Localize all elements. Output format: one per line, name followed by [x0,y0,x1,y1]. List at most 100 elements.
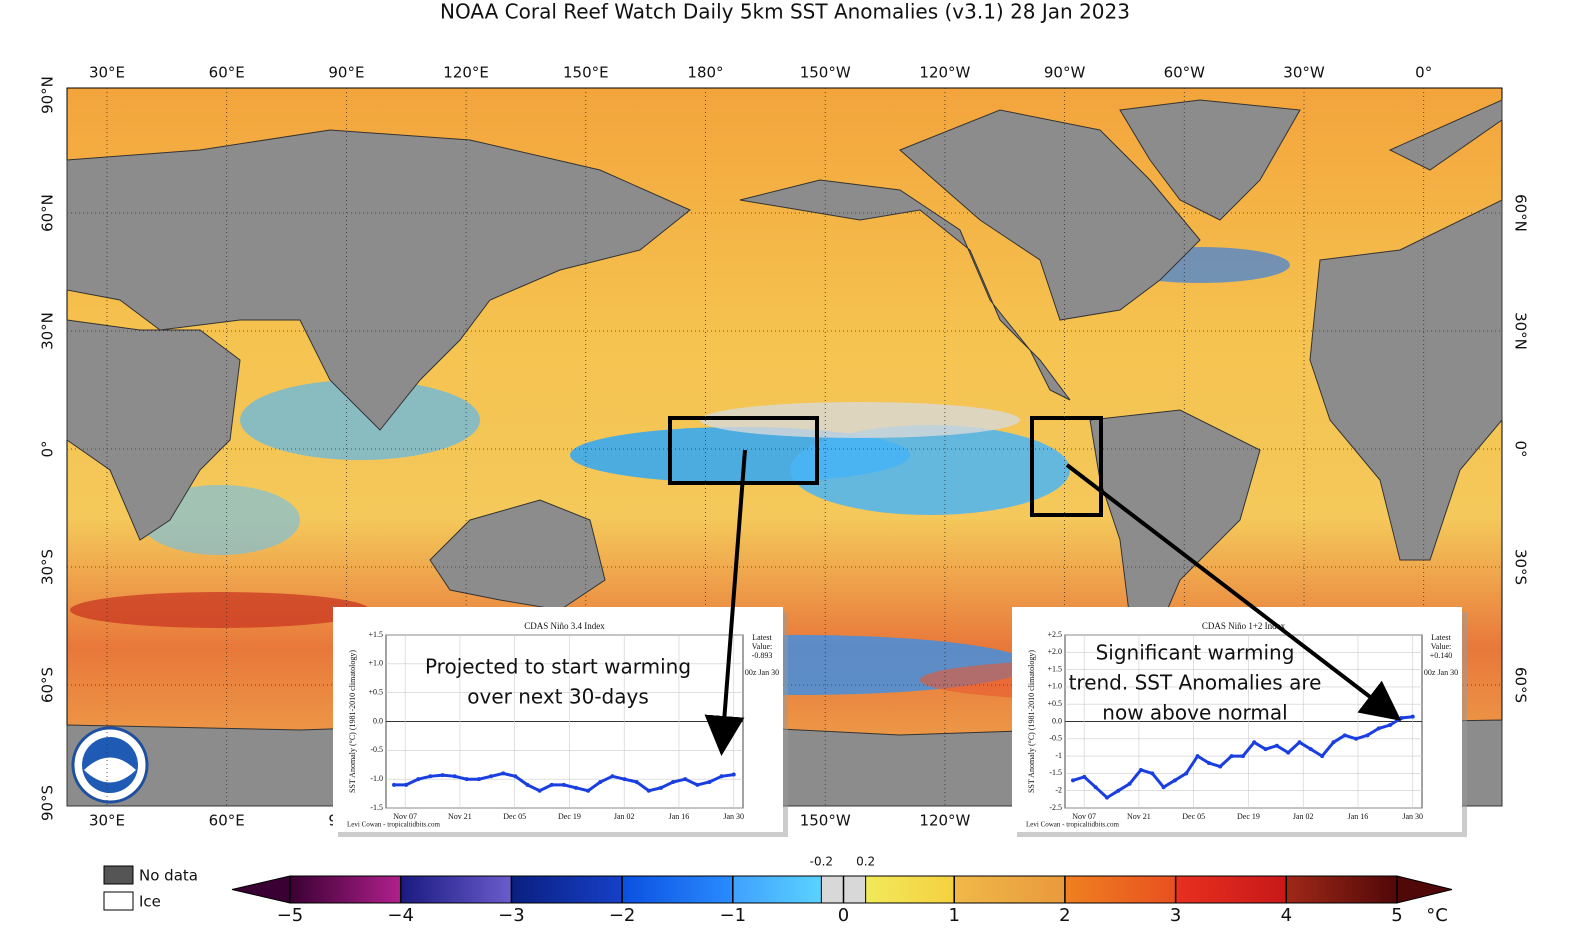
annotation: Projected to start warming [425,655,691,679]
lon-label: 120°W [919,64,970,82]
legend-label: Ice [139,893,161,911]
lon-label: 150°W [800,812,851,830]
lon-label: 60°W [1164,64,1206,82]
x-tick-label: Jan 30 [723,812,744,821]
index-point [452,774,457,779]
colorbar-segment [290,876,401,903]
index-point [1263,747,1268,752]
colorbar-tick-label: 3 [1170,905,1181,926]
annotation: over next 30-days [467,685,649,709]
credit: Levi Cowan - tropicaltidbits.com [347,821,440,829]
index-point [476,777,481,782]
index-point [1138,767,1143,772]
index-point [1240,754,1245,759]
index-point [1252,740,1257,745]
lat-label: 90°N [39,76,57,114]
lat-label: 30°S [39,549,57,585]
x-tick-label: Nov 21 [1127,812,1151,821]
colorbar-tick-label: −1 [720,905,747,926]
index-point [1195,754,1200,759]
colorbar-tick-label: −2 [609,905,636,926]
colorbar: −5 −4 −3 −2 −1 0 1 2 3 4 5 -0.2 0.2 °C [231,855,1453,926]
lon-label: 60°E [209,64,245,82]
lon-label: 150°E [563,64,609,82]
index-point [1071,778,1075,783]
index-point [1127,781,1132,786]
lat-label: 30°S [1512,549,1530,585]
lat-label: 0° [1512,440,1530,457]
lon-label: 30°W [1283,64,1325,82]
inset-chart: CDAS Niño 3.4 Index +1.5 +1.0 +0.5 0.0 -0.5 -1… [333,607,788,837]
index-point [1172,778,1177,783]
colorbar-unit: °C [1426,905,1448,926]
index-point [501,771,506,776]
colorbar-tick-label: −3 [498,905,525,926]
y-tick-label: -1 [1055,751,1062,760]
y-tick-label: 0.0 [373,716,383,725]
x-tick-label: Nov 07 [393,812,417,821]
index-point [1161,785,1166,790]
index-point [1354,736,1359,741]
y-tick-label: +0.5 [368,687,383,696]
noaa-logo [71,726,149,804]
index-point [1410,714,1415,719]
index-point [440,773,445,778]
lat-label: 30°N [1512,312,1530,350]
colorbar-tick-label: −5 [277,905,304,926]
index-point [671,780,676,785]
index-point [428,774,433,779]
inset-title: CDAS Niño 1+2 Index [1202,621,1286,631]
index-point [1206,761,1211,766]
index-point [731,772,736,777]
colorbar-segment [1286,876,1397,903]
latest-label: Value: [752,642,772,651]
x-tick-label: Jan 16 [669,812,690,821]
y-tick-label: 0.0 [1052,716,1062,725]
y-tick-label: +1.0 [1047,682,1062,691]
latest-label: Latest [752,633,772,642]
lon-label: 30°E [89,812,125,830]
index-point [695,782,700,787]
y-tick-label: -0.5 [1049,734,1062,743]
index-point [525,782,530,787]
lat-label: 60°N [1512,194,1530,232]
index-point [610,774,615,779]
lon-label: 120°W [919,812,970,830]
annotation: Significant warming [1096,641,1295,665]
y-tick-label: -2.5 [1049,803,1062,812]
lat-label: 0° [39,440,57,457]
index-point [549,782,554,787]
index-point [622,777,627,782]
x-tick-label: Dec 05 [1182,812,1205,821]
index-point [1150,771,1155,776]
index-point [574,785,579,790]
index-point [1399,716,1404,721]
index-point [416,777,421,782]
y-axis-label: SST Anomaly (°C) (1981-2010 climatology) [1027,650,1036,793]
colorbar-tick-label: 2 [1059,905,1070,926]
latest-label: Value: [1431,642,1451,651]
index-point [683,777,688,782]
index-point [1093,785,1098,790]
colorbar-tick-label: 5 [1391,905,1402,926]
colorbar-tick-label: 4 [1281,905,1292,926]
index-point [561,782,566,787]
index-point [1218,764,1223,769]
colorbar-segment [954,876,1065,903]
no-data-swatch [103,865,134,885]
inset-title: CDAS Niño 3.4 Index [524,621,605,631]
index-point [1116,788,1121,793]
lon-label: 30°E [89,64,125,82]
lon-label: 150°W [800,64,851,82]
index-point [1331,740,1336,745]
index-point [1286,750,1291,755]
latest-label: Latest [1431,633,1451,642]
index-point [1229,754,1234,759]
lat-label: 60°S [39,667,57,703]
lat-label: 30°N [39,312,57,350]
index-point [586,788,591,793]
index-point [1274,743,1279,748]
x-tick-label: Nov 07 [1072,812,1096,821]
colorbar-tick-label: 1 [948,905,959,926]
